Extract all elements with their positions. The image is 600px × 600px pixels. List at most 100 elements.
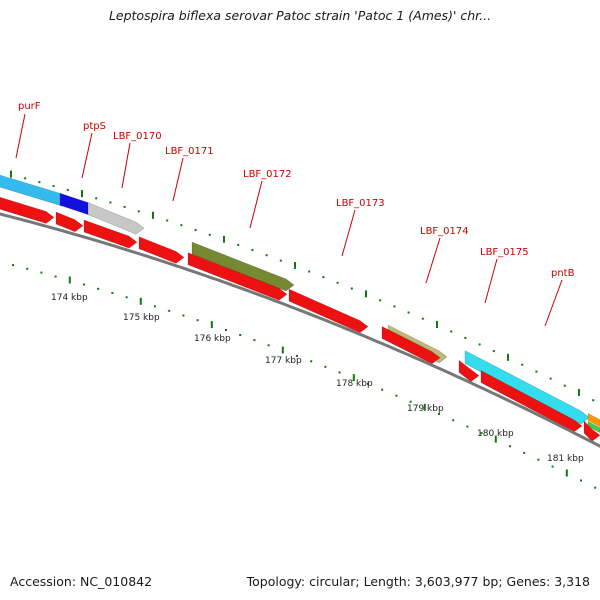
accession-label: Accession: NC_010842: [10, 574, 153, 589]
outer-tick: [123, 205, 126, 208]
outer-tick: [81, 190, 83, 198]
gene-label-LBF_0171[interactable]: LBF_0171: [165, 146, 214, 157]
gene-label-LBF_0170[interactable]: LBF_0170: [113, 131, 162, 142]
inner-tick: [466, 425, 469, 428]
feature-LBF-0170: [87, 202, 145, 235]
outer-tick: [152, 211, 154, 219]
inner-tick: [551, 465, 554, 468]
inner-tick: [12, 264, 14, 267]
inner-tick: [239, 334, 242, 336]
outer-tick: [52, 185, 55, 187]
inner-tick: [409, 400, 412, 403]
feature-orange-fragment: [587, 413, 600, 428]
inner-tick: [225, 329, 227, 331]
outer-tick: [336, 281, 339, 284]
cds-arrow-5: [187, 252, 288, 301]
inner-tick: [125, 296, 128, 299]
cds-arrow-2: [55, 211, 84, 233]
leader-line-5: [249, 180, 263, 229]
inner-tick: [296, 354, 298, 357]
kbp-label-176: 176 kbp: [194, 334, 231, 344]
inner-tick: [480, 432, 483, 435]
leader-line-7: [425, 237, 441, 284]
gene-label-ptpS[interactable]: ptpS: [83, 121, 106, 132]
inner-tick: [26, 267, 29, 270]
outer-tick: [137, 210, 140, 213]
kbp-label-180: 180 kbp: [477, 429, 514, 439]
inner-tick: [352, 374, 355, 382]
outer-tick: [95, 197, 98, 200]
inner-tick: [40, 271, 43, 274]
gene-label-LBF_0175[interactable]: LBF_0175: [480, 247, 529, 258]
inner-tick: [367, 382, 369, 385]
inner-tick: [537, 458, 540, 461]
cds-arrow-8: [458, 359, 480, 382]
inner-tick: [267, 344, 270, 347]
inner-tick: [54, 275, 57, 278]
inner-tick: [182, 314, 185, 317]
outer-tick: [521, 363, 524, 366]
leader-line-6: [341, 209, 356, 257]
outer-tick: [450, 330, 453, 333]
outer-tick: [322, 276, 325, 279]
outer-tick: [563, 384, 566, 387]
inner-tick: [580, 479, 582, 482]
outer-tick: [535, 370, 538, 373]
inner-tick: [111, 292, 114, 294]
outer-tick: [407, 311, 410, 314]
gene-label-LBF_0172[interactable]: LBF_0172: [243, 169, 292, 180]
cds-arrow-10: [583, 420, 600, 442]
kbp-label-174: 174 kbp: [51, 293, 88, 303]
gene-label-purF[interactable]: purF: [18, 101, 41, 112]
inner-tick: [83, 283, 85, 286]
feature-layer: [0, 174, 600, 442]
gene-label-pntB[interactable]: pntB: [551, 268, 575, 279]
inner-tick: [154, 305, 156, 308]
kbp-label-layer: 174 kbp 175 kbp 176 kbp 177 kbp 178 kbp …: [51, 293, 584, 464]
inner-tick: [338, 371, 341, 374]
inner-tick: [381, 388, 384, 391]
inner-tick: [452, 419, 455, 422]
outer-tick: [251, 249, 254, 251]
inner-tick: [509, 445, 511, 448]
outer-tick: [478, 343, 481, 346]
inner-tick: [310, 360, 313, 363]
outer-tick: [24, 177, 27, 180]
inner-tick: [168, 309, 171, 312]
inner-tick: [594, 486, 597, 489]
leader-line-3: [121, 142, 131, 189]
gene-label-LBF_0173[interactable]: LBF_0173: [336, 198, 385, 209]
leader-line-2: [81, 132, 93, 179]
inner-tick: [210, 321, 213, 329]
gene-label-LBF_0174[interactable]: LBF_0174: [420, 226, 469, 237]
outer-tick: [166, 219, 169, 222]
backbone-layer: [0, 212, 600, 448]
outer-tick: [10, 170, 12, 178]
outer-tick: [464, 336, 467, 339]
inner-tick: [253, 339, 256, 342]
outer-tick: [421, 317, 424, 320]
outer-tick: [38, 181, 41, 184]
leader-line-4: [172, 157, 184, 202]
feature-LBF-0172: [191, 241, 295, 292]
inner-tick: [97, 287, 100, 290]
kbp-label-177: 177 kbp: [265, 356, 302, 366]
outer-tick: [308, 270, 311, 273]
cds-arrow-7: [381, 326, 441, 365]
inner-tick: [196, 319, 199, 322]
leader-line-9: [544, 279, 563, 327]
inner-tick: [395, 394, 398, 397]
outer-tick: [265, 254, 268, 257]
outer-tick: [592, 399, 595, 402]
gene-label-layer: purF ptpS LBF_0170 LBF_0171 LBF_0172 LBF…: [18, 101, 575, 279]
inner-tick: [438, 413, 440, 415]
inner-tick: [565, 469, 568, 477]
outer-tick: [492, 350, 495, 353]
inner-tick: [423, 403, 426, 411]
cds-arrow-3: [83, 219, 138, 249]
inner-tick: [494, 435, 497, 443]
inner-tick: [324, 365, 327, 368]
outer-tick: [208, 233, 211, 236]
outer-tick: [66, 189, 69, 191]
